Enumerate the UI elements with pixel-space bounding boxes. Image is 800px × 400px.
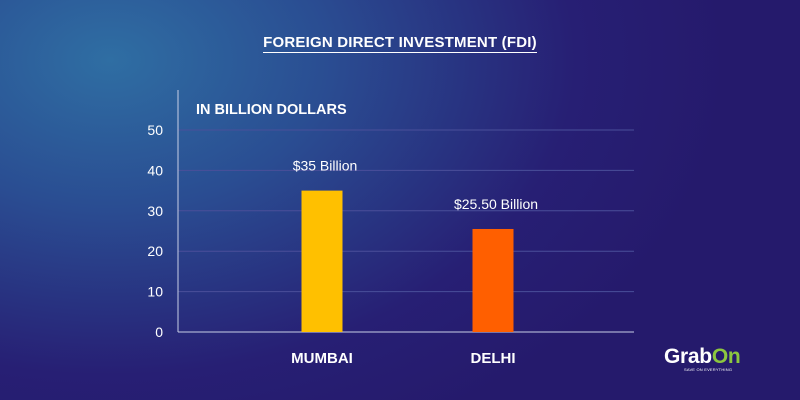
y-tick-label: 50	[147, 122, 163, 138]
bars: $35 Billion $25.50 Billion	[293, 158, 538, 332]
x-tick-label: MUMBAI	[291, 350, 353, 367]
y-tick-label: 10	[147, 284, 163, 300]
logo-tagline: SAVE ON EVERYTHING	[684, 367, 733, 372]
bar-mumbai	[301, 190, 343, 332]
x-tick-labels: MUMBAI DELHI	[291, 350, 515, 367]
y-tick-label: 40	[147, 162, 163, 178]
grabon-logo: GrabOn SAVE ON EVERYTHING	[664, 346, 760, 376]
y-tick-label: 0	[155, 324, 163, 340]
y-tick-labels: 0 10 20 30 40 50	[147, 122, 163, 340]
gridlines	[178, 129, 634, 293]
bar-delhi	[472, 228, 514, 332]
y-tick-label: 20	[147, 243, 163, 259]
y-tick-label: 30	[147, 203, 163, 219]
chart-subtitle: IN BILLION DOLLARS	[196, 102, 347, 118]
chart-title: FOREIGN DIRECT INVESTMENT (FDI)	[263, 34, 537, 53]
x-tick-label: DELHI	[471, 350, 516, 367]
data-label: $35 Billion	[293, 158, 358, 174]
data-label: $25.50 Billion	[454, 196, 538, 212]
